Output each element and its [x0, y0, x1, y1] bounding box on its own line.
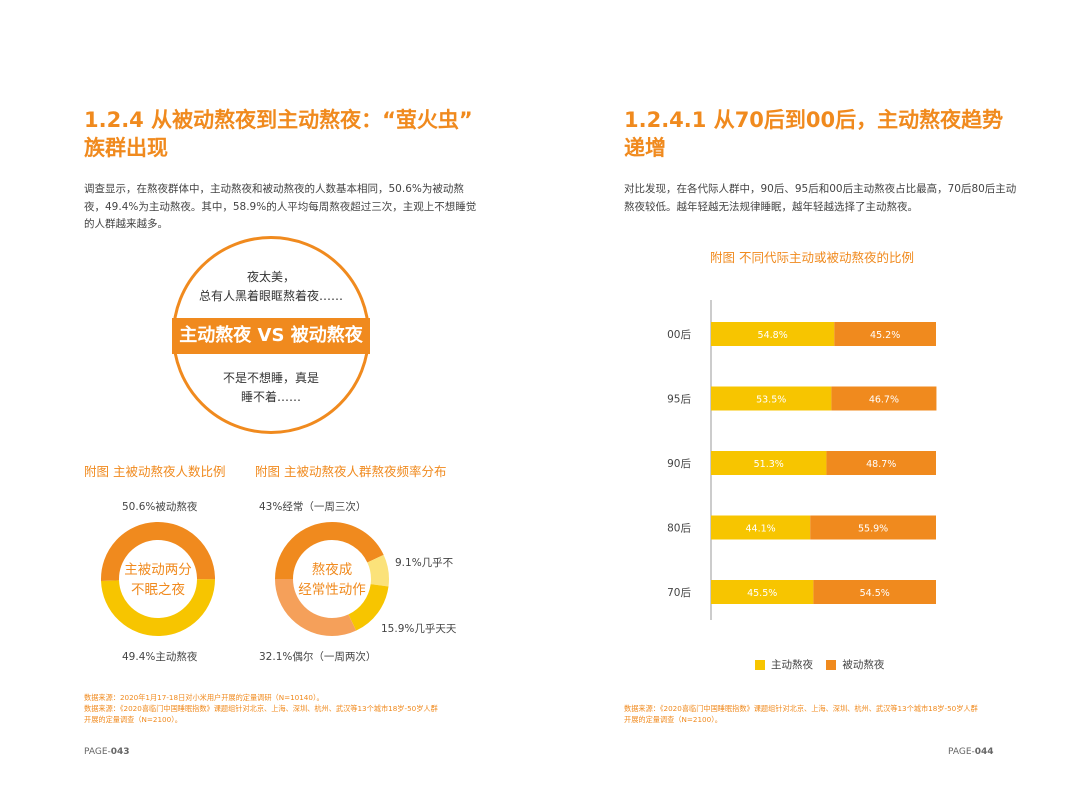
quote-bottom-line: 睡不着…… [240, 390, 301, 404]
bar-被动熬夜 [810, 515, 936, 540]
chart-legend: 主动熬夜 被动熬夜 [755, 658, 884, 672]
generation-bar-chart: 00后 54.8% 45.2% 95后 53.5% 46.7% 90后 51.3% 48.7% 8… [667, 300, 937, 620]
left-title-line2: 族群出现 [84, 136, 168, 160]
page-prefix: PAGE- [948, 747, 975, 757]
category-label: 95后 [667, 394, 691, 406]
donut-segment-被动熬夜 [101, 522, 215, 636]
left-source-line: 开展的定量调查（N=2100）。 [84, 715, 182, 724]
bar-被动熬夜 [831, 386, 937, 411]
bar-value-label: 54.5% [860, 588, 890, 599]
quote-bottom-text: 不是不想睡，真是 睡不着…… [172, 369, 370, 407]
left-title-line1: 1.2.4 从被动熬夜到主动熬夜：“萤火虫” [84, 108, 473, 132]
category-label: 90后 [667, 458, 691, 470]
fig2-center-text: 熬夜成 经常性动作 [273, 560, 391, 600]
fig2-label-often: 43%经常（一周三次） [259, 501, 367, 513]
bar-主动熬夜 [711, 515, 811, 540]
right-title-line1: 1.2.4.1 从70后到00后，主动熬夜趋势 [624, 108, 1004, 132]
fig1-title: 附图 主被动熬夜人数比例 [84, 464, 226, 479]
bar-主动熬夜 [711, 322, 835, 346]
left-page-number: PAGE-043 [84, 747, 130, 757]
right-page-number: PAGE-044 [948, 747, 994, 757]
bar-value-label: 48.7% [866, 459, 896, 470]
fig2-label-occasional: 32.1%偶尔（一周两次） [259, 651, 377, 663]
left-source-line: 数据来源：2020年1月17-18日对小米用户开展的定量调研（N=10140）。 [84, 693, 324, 702]
page-num: 044 [974, 747, 994, 757]
vs-band: 主动熬夜 VS 被动熬夜 [172, 318, 370, 354]
right-intro-paragraph: 对比发现，在各代际人群中，90后、95后和00后主动熬夜占比最高，70后80后主… [624, 181, 1024, 216]
left-page-title: 1.2.4 从被动熬夜到主动熬夜：“萤火虫” 族群出现 [84, 106, 504, 162]
bar-value-label: 51.3% [754, 459, 784, 470]
fig1-donut-segments [101, 522, 215, 636]
donut-segment-偶尔 [275, 522, 389, 636]
bar-主动熬夜 [711, 451, 827, 475]
left-para-line: 夜，49.4%为主动熬夜。其中，58.9%的人平均每周熬夜超过三次，主观上不想睡… [84, 200, 477, 213]
bar-value-label: 45.2% [870, 330, 900, 341]
page-num: 043 [110, 747, 130, 757]
fig1-donut [101, 522, 215, 636]
fig1-label-active: 49.4%主动熬夜 [122, 651, 198, 663]
fig1-center-line: 不眠之夜 [131, 582, 185, 598]
bar-chart-body: 00后 54.8% 45.2% 95后 53.5% 46.7% 90后 51.3% 48.7% 8… [667, 300, 937, 620]
category-label: 70后 [667, 587, 691, 599]
quote-bottom-line: 不是不想睡，真是 [222, 371, 319, 385]
fig1-center-text: 主被动两分 不眠之夜 [99, 560, 217, 600]
left-data-source: 数据来源：2020年1月17-18日对小米用户开展的定量调研（N=10140）。… [84, 692, 484, 725]
quote-top-line: 夜太美， [246, 270, 295, 284]
right-data-source: 数据来源：《2020喜临门中国睡眠指数》课题组针对北京、上海、深圳、杭州、武汉等… [624, 703, 1004, 725]
fig1-label-passive: 50.6%被动熬夜 [122, 501, 198, 513]
bar-value-label: 53.5% [756, 395, 786, 406]
fig2-label-rarely: 9.1%几乎不 [395, 557, 454, 569]
bar-被动熬夜 [813, 580, 936, 604]
bar-value-label: 46.7% [869, 395, 899, 406]
legend-label-passive: 被动熬夜 [842, 659, 885, 671]
page-prefix: PAGE- [84, 747, 111, 757]
bar-value-label: 44.1% [746, 524, 776, 535]
donut-segment-几乎不 [275, 522, 389, 636]
fig2-label-daily: 15.9%几乎天天 [381, 623, 457, 635]
fig2-donut [275, 522, 389, 636]
fig1-center-line: 主被动两分 [124, 562, 192, 578]
bar-主动熬夜 [711, 386, 832, 411]
fig2-title: 附图 主被动熬夜人群熬夜频率分布 [255, 464, 447, 479]
quote-top-text: 夜太美， 总有人黑着眼眶熬着夜…… [172, 268, 370, 306]
fig2-donut-segments [275, 522, 389, 636]
legend-swatch-passive [826, 660, 837, 670]
left-source-line: 数据来源：《2020喜临门中国睡眠指数》课题组针对北京、上海、深圳、杭州、武汉等… [84, 704, 438, 713]
bar-主动熬夜 [711, 580, 814, 604]
legend-label-active: 主动熬夜 [771, 659, 813, 671]
quote-top-line: 总有人黑着眼眶熬着夜…… [198, 289, 343, 303]
right-para-line: 熬夜较低。越年轻越无法规律睡眠，越年轻越选择了主动熬夜。 [624, 200, 918, 213]
right-title-line2: 递增 [624, 136, 666, 160]
right-page-title: 1.2.4.1 从70后到00后，主动熬夜趋势 递增 [624, 106, 1024, 162]
right-chart-title: 附图 不同代际主动或被动熬夜的比例 [710, 250, 914, 265]
fig2-center-line: 经常性动作 [298, 582, 366, 598]
right-source-line: 数据来源：《2020喜临门中国睡眠指数》课题组针对北京、上海、深圳、杭州、武汉等… [624, 704, 978, 713]
left-para-line: 的人群越来越多。 [84, 218, 168, 230]
legend-swatch-active [755, 660, 765, 670]
bar-value-label: 45.5% [747, 588, 777, 599]
category-label: 00后 [667, 329, 691, 341]
fig2-center-line: 熬夜成 [311, 562, 353, 578]
right-source-line: 开展的定量调查（N=2100）。 [624, 715, 722, 724]
left-para-line: 调查显示，在熬夜群体中，主动熬夜和被动熬夜的人数基本相同，50.6%为被动熬 [84, 183, 464, 195]
left-intro-paragraph: 调查显示，在熬夜群体中，主动熬夜和被动熬夜的人数基本相同，50.6%为被动熬 夜… [84, 181, 484, 234]
bar-被动熬夜 [834, 322, 936, 346]
right-para-line: 对比发现，在各代际人群中，90后、95后和00后主动熬夜占比最高，70后80后主… [624, 183, 1017, 195]
bar-value-label: 54.8% [758, 330, 788, 341]
bar-被动熬夜 [826, 451, 936, 475]
bar-value-label: 55.9% [858, 524, 888, 535]
category-label: 80后 [667, 523, 691, 535]
